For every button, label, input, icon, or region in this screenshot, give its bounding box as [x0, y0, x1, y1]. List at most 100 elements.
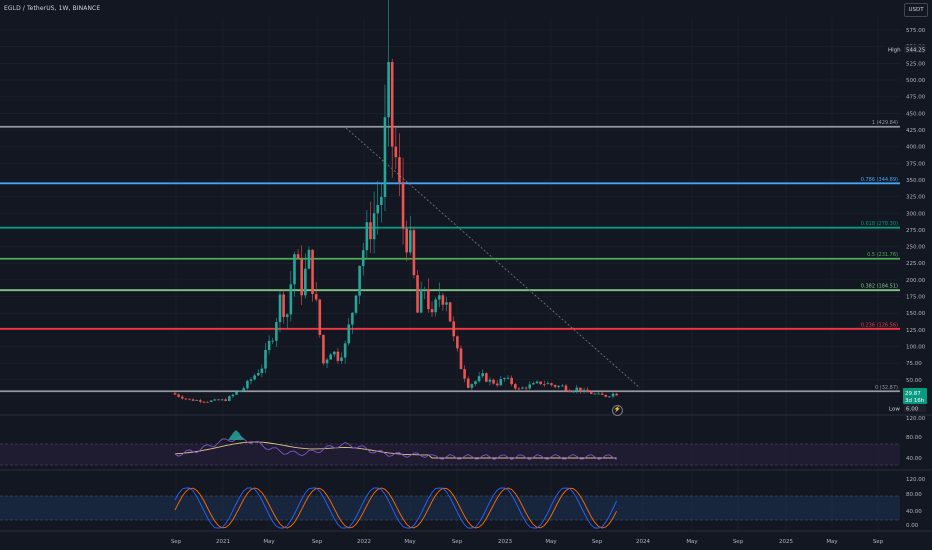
candle-body — [405, 228, 408, 253]
candle-body — [256, 373, 260, 376]
price-tick-label: 425.00 — [906, 128, 926, 134]
candle-body — [427, 289, 430, 310]
time-tick-label: 2025 — [779, 539, 793, 545]
lightning-icon[interactable]: ⚡ — [612, 405, 623, 416]
candle-body — [615, 393, 618, 396]
candle-body — [434, 299, 437, 313]
stoch-tick-label: 80.00 — [906, 492, 922, 498]
price-tick-label: 350.00 — [906, 178, 926, 184]
candle-body — [401, 182, 405, 229]
candle-body — [503, 377, 506, 379]
candle-body — [199, 400, 202, 402]
candle-body — [463, 369, 466, 379]
fib-level-label: 0.786 (344.89) — [861, 177, 898, 183]
candle-body — [325, 359, 329, 364]
candle-body — [542, 384, 546, 385]
candle-body — [394, 146, 398, 158]
time-axis[interactable]: Sep 2021 May Sep 2022 May Sep 2023 May Sep 2024 May… — [171, 539, 884, 545]
fibonacci-retracement[interactable]: 1 (429.84) 0.786 (344.89) 0.618 (278.30) 0.… — [0, 120, 900, 393]
rsi-tick-label: 80.00 — [906, 435, 922, 441]
trend-line[interactable] — [345, 127, 641, 389]
stoch-tick-label: 120.00 — [906, 477, 926, 483]
candle-body — [524, 387, 528, 389]
fib-level-label: 0.618 (278.30) — [861, 221, 898, 227]
candle-body — [278, 294, 282, 323]
last-price-badge: 29.87 3d 16h — [903, 388, 927, 404]
candle-body — [304, 268, 307, 296]
candle-body — [459, 348, 463, 370]
time-tick-label: 2022 — [357, 539, 371, 545]
high-value: 544.25 — [906, 48, 926, 54]
candle-body — [285, 314, 289, 318]
candle-body — [369, 222, 372, 240]
fib-level-label: 0.382 (184.51) — [861, 284, 898, 290]
low-badge: Low 6.00 — [887, 404, 926, 413]
last-price-value: 29.87 — [905, 391, 921, 397]
time-tick-label: May — [686, 539, 698, 545]
candle-body — [271, 340, 275, 342]
rsi-pane[interactable] — [0, 430, 900, 466]
currency-button[interactable]: USDT — [904, 3, 928, 17]
high-badge: High 544.25 — [885, 45, 926, 54]
time-tick-label: Sep — [171, 539, 182, 545]
symbol-title[interactable]: EGLD / TetherUS, 1W, BINANCE — [4, 5, 101, 12]
price-tick-label: 250.00 — [906, 245, 926, 251]
candle-body — [191, 399, 195, 401]
rsi-tick-label: 40.00 — [906, 456, 922, 462]
candle-body — [590, 392, 593, 394]
candle-body — [307, 249, 311, 269]
time-tick-label: May — [545, 539, 557, 545]
candle-body — [311, 249, 314, 295]
candle-body — [184, 398, 188, 400]
price-tick-label: 50.00 — [906, 378, 922, 384]
price-tick-label: 150.00 — [906, 311, 926, 317]
candle-body — [557, 385, 561, 387]
stoch-axis: 120.00 80.00 40.00 0.00 — [906, 477, 926, 529]
price-tick-label: 75.00 — [906, 361, 922, 367]
candle-body — [437, 295, 441, 300]
candle-body — [456, 336, 459, 349]
time-tick-label: May — [404, 539, 416, 545]
candle-body — [597, 393, 600, 395]
rsi-axis: 120.00 80.00 40.00 — [906, 416, 926, 462]
candles[interactable] — [173, 0, 618, 404]
candle-body — [314, 294, 318, 300]
stoch-band — [0, 496, 900, 520]
candle-body — [217, 399, 220, 401]
stoch-rsi-pane[interactable] — [0, 487, 900, 529]
candle-body — [231, 394, 235, 397]
low-value: 6.00 — [906, 407, 919, 413]
candle-body — [260, 368, 264, 374]
price-tick-label: 450.00 — [906, 111, 926, 117]
candle-body — [347, 324, 351, 344]
candle-body — [275, 322, 278, 341]
candle-body — [430, 309, 434, 313]
price-axis[interactable]: 575.00550.00525.00500.00475.00450.00425.… — [906, 28, 926, 401]
rsi-tick-label: 120.00 — [906, 416, 926, 422]
candle-body — [238, 390, 242, 393]
candle-body — [481, 373, 484, 377]
price-tick-label: 500.00 — [906, 78, 926, 84]
candle-body — [611, 393, 615, 397]
candle-body — [253, 375, 256, 380]
candle-body — [209, 400, 213, 402]
candle-body — [398, 157, 401, 183]
dotted-trendline[interactable] — [345, 127, 641, 389]
candle-body — [242, 388, 246, 391]
candle-body — [441, 295, 445, 305]
candle-body — [546, 383, 550, 385]
candle-body — [390, 61, 394, 147]
candle-body — [195, 400, 199, 402]
candle-body — [296, 254, 300, 259]
time-tick-label: Sep — [592, 539, 603, 545]
price-tick-label: 175.00 — [906, 295, 926, 301]
time-tick-label: Sep — [873, 539, 884, 545]
time-tick-label: 2021 — [216, 539, 230, 545]
candle-body — [492, 379, 495, 384]
candle-body — [521, 387, 524, 389]
candle-body — [477, 376, 481, 382]
candle-body — [506, 377, 510, 379]
candle-body — [380, 196, 383, 206]
candle-body — [365, 222, 369, 251]
